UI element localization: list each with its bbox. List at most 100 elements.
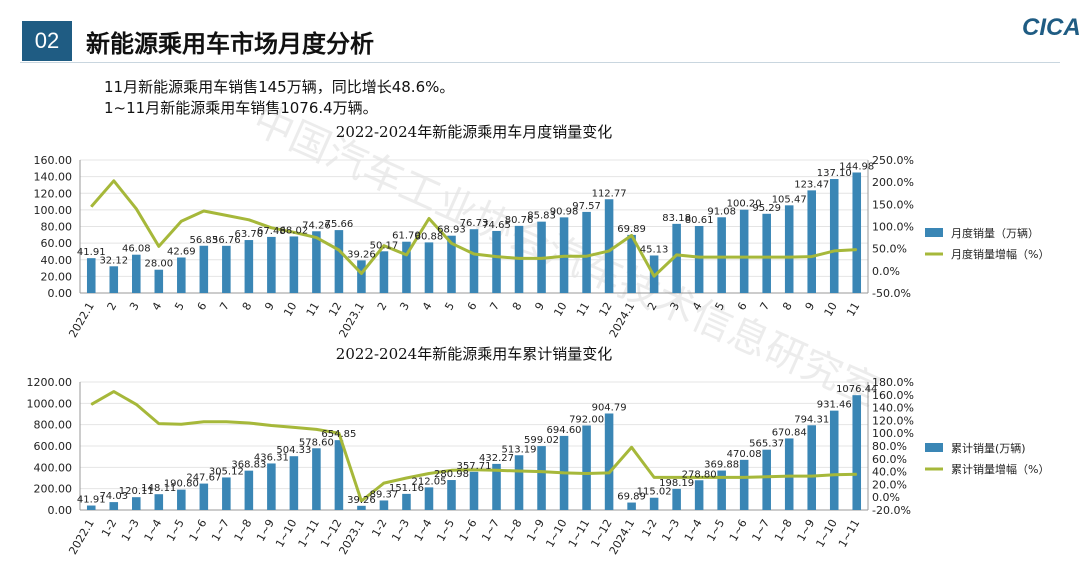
bar bbox=[424, 242, 434, 293]
bar bbox=[514, 455, 524, 510]
bar-value-label: 115.02 bbox=[637, 487, 672, 498]
bar-value-label: 100.20 bbox=[727, 199, 762, 210]
growth-point bbox=[293, 231, 295, 233]
growth-point bbox=[338, 432, 340, 434]
x-tick-label: 1~6 bbox=[457, 517, 480, 544]
bar bbox=[852, 172, 862, 293]
x-tick-label: 1~9 bbox=[794, 517, 817, 544]
growth-point bbox=[338, 249, 340, 251]
bar-value-label: 41.91 bbox=[77, 247, 106, 258]
x-tick-label: 1~5 bbox=[434, 517, 457, 544]
bar-value-label: 368.83 bbox=[231, 460, 266, 471]
y-tick-label: 200.00 bbox=[34, 483, 73, 496]
y-tick-label: 40.00 bbox=[41, 254, 73, 267]
bar bbox=[807, 425, 816, 510]
bar bbox=[672, 223, 681, 293]
growth-point bbox=[856, 249, 858, 251]
bar bbox=[717, 217, 726, 293]
x-tick-label: 2022.1 bbox=[66, 517, 97, 557]
y-tick-label: 0.00 bbox=[48, 287, 73, 300]
growth-point bbox=[766, 256, 768, 258]
bar bbox=[379, 500, 389, 510]
page-title: 新能源乘用车市场月度分析 bbox=[86, 30, 374, 58]
bar bbox=[379, 251, 389, 293]
chart-2: 2022-2024年新能源乘用车累计销量变化 0.00 200.00 400.00 60… bbox=[27, 345, 1050, 557]
bar-value-label: 89.37 bbox=[370, 489, 399, 500]
bar bbox=[469, 471, 479, 510]
bar bbox=[222, 245, 231, 293]
x-tick-label: 9 bbox=[262, 300, 277, 313]
bar-value-label: 80.61 bbox=[685, 215, 714, 226]
bar bbox=[109, 266, 119, 293]
bar bbox=[244, 240, 254, 293]
growth-point bbox=[541, 257, 543, 259]
x-tick-label: 1~8 bbox=[232, 517, 255, 544]
bar-value-label: 670.84 bbox=[772, 427, 807, 438]
bar-value-label: 190.80 bbox=[164, 479, 199, 490]
y2-tick-label: 160.0% bbox=[872, 389, 914, 402]
growth-point bbox=[766, 476, 768, 478]
growth-point bbox=[450, 242, 452, 244]
bar bbox=[762, 213, 771, 293]
growth-point bbox=[135, 403, 137, 405]
bar-value-label: 80.76 bbox=[505, 215, 534, 226]
bar bbox=[694, 225, 704, 293]
bar-value-label: 212.05 bbox=[411, 476, 446, 487]
bar bbox=[649, 497, 659, 510]
legend-bar-label: 累计销量(万辆) bbox=[951, 441, 1026, 455]
bar bbox=[739, 459, 749, 510]
bar-value-label: 90.98 bbox=[550, 206, 579, 217]
bar-value-label: 74.03 bbox=[99, 491, 128, 502]
chart-title: 2022-2024年新能源乘用车月度销量变化 bbox=[336, 123, 612, 141]
bar bbox=[312, 448, 321, 510]
growth-point bbox=[811, 256, 813, 258]
bar-value-label: 151.16 bbox=[389, 483, 424, 494]
bar bbox=[402, 493, 411, 510]
bar-value-label: 357.71 bbox=[457, 461, 492, 472]
bar-value-label: 599.02 bbox=[524, 435, 559, 446]
bar-value-label: 32.12 bbox=[99, 255, 128, 266]
growth-point bbox=[833, 250, 835, 252]
bar-value-label: 123.47 bbox=[794, 179, 829, 190]
x-tick-label: 1~5 bbox=[164, 517, 187, 544]
y-tick-label: 600.00 bbox=[34, 440, 73, 453]
growth-point bbox=[405, 254, 407, 256]
x-tick-label: 1~9 bbox=[524, 517, 547, 544]
y2-tick-label: 50.0% bbox=[872, 243, 907, 256]
bar bbox=[267, 463, 276, 510]
x-tick-label: 1~8 bbox=[772, 517, 795, 544]
x-tick-label: 1~10 bbox=[543, 517, 569, 550]
y-tick-label: 0.00 bbox=[48, 504, 73, 517]
x-tick-label: 3 bbox=[127, 300, 142, 313]
bar-value-label: 95.29 bbox=[752, 203, 781, 214]
x-tick-label: 7 bbox=[217, 300, 232, 313]
legend-line-label: 月度销量增幅（%） bbox=[951, 247, 1049, 261]
growth-point bbox=[541, 471, 543, 473]
summary-line-2: 1~11月新能源乘用车销售1076.4万辆。 bbox=[104, 99, 378, 117]
growth-point bbox=[180, 423, 182, 425]
growth-point bbox=[248, 219, 250, 221]
growth-point bbox=[383, 245, 385, 247]
growth-point bbox=[496, 469, 498, 471]
x-tick-label: 8 bbox=[780, 300, 795, 313]
x-tick-label: 1~10 bbox=[813, 517, 839, 550]
x-tick-label: 1-2 bbox=[99, 517, 119, 539]
growth-point bbox=[428, 218, 430, 220]
chart-title: 2022-2024年新能源乘用车累计销量变化 bbox=[336, 345, 612, 363]
bar bbox=[492, 463, 501, 510]
bar-value-label: 42.69 bbox=[167, 247, 196, 258]
x-tick-label: 1~11 bbox=[296, 517, 322, 550]
summary-line-1: 11月新能源乘用车销售145万辆，同比增长48.6%。 bbox=[104, 78, 455, 96]
bar-value-label: 565.37 bbox=[749, 439, 784, 450]
growth-point bbox=[225, 421, 227, 423]
x-tick-label: 1~4 bbox=[682, 517, 705, 544]
bar-value-label: 792.00 bbox=[569, 415, 604, 426]
bar-value-label: 91.08 bbox=[707, 206, 736, 217]
growth-point bbox=[496, 256, 498, 258]
x-tick-label: 1~3 bbox=[119, 517, 142, 544]
bar-value-label: 112.77 bbox=[592, 188, 627, 199]
x-tick-label: 1~11 bbox=[836, 517, 862, 550]
y2-tick-label: 140.0% bbox=[872, 402, 914, 415]
bar-value-label: 83.18 bbox=[662, 213, 691, 224]
bar-value-label: 60.88 bbox=[415, 231, 444, 242]
